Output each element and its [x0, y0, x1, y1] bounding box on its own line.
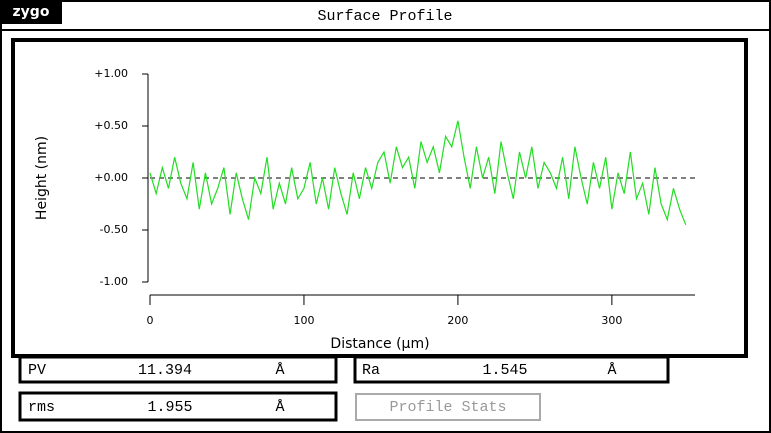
x-tick-label: 300 [601, 314, 622, 327]
y-tick-label: -0.50 [100, 223, 128, 236]
y-tick-label: +1.00 [94, 67, 128, 80]
x-tick-label: 0 [147, 314, 154, 327]
stat-value: 1.955 [147, 399, 192, 416]
chart: Height (nm) Distance (µm) +1.00 +0.50 +0.0… [34, 67, 695, 352]
stat-box [18, 355, 338, 384]
profile-stats-button[interactable] [355, 393, 541, 421]
window-title: Surface Profile [317, 8, 452, 25]
stat-box [353, 355, 670, 384]
x-tick-label: 200 [447, 314, 468, 327]
y-tick-label: +0.50 [94, 119, 128, 132]
stat-unit: Å [275, 362, 284, 379]
profile-line [149, 120, 687, 226]
stat-label: rms [28, 399, 55, 416]
profile-stats-label[interactable]: Profile Stats [389, 399, 506, 416]
y-tick-label: +0.00 [94, 171, 128, 184]
y-tick-label: -1.00 [100, 275, 128, 288]
y-axis-label: Height (nm) [34, 136, 50, 220]
logo-box [0, 0, 62, 24]
stat-value: 11.394 [138, 362, 192, 379]
stat-box [18, 391, 338, 422]
stat-label: PV [28, 362, 46, 379]
x-axis-label: Distance (µm) [330, 336, 429, 352]
stat-unit: Å [275, 399, 284, 416]
stat-unit: Å [607, 362, 616, 379]
x-tick-label: 100 [293, 314, 314, 327]
logo: zygo [13, 4, 50, 20]
stat-value: 1.545 [482, 362, 527, 379]
stat-label: Ra [362, 362, 380, 379]
